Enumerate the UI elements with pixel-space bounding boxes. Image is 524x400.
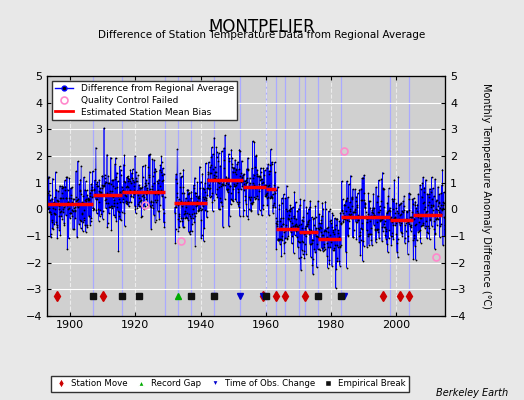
Text: Difference of Station Temperature Data from Regional Average: Difference of Station Temperature Data f… [99, 30, 425, 40]
Y-axis label: Monthly Temperature Anomaly Difference (°C): Monthly Temperature Anomaly Difference (… [481, 83, 490, 309]
Text: MONTPELIER: MONTPELIER [209, 18, 315, 36]
Legend: Difference from Regional Average, Quality Control Failed, Estimated Station Mean: Difference from Regional Average, Qualit… [52, 80, 237, 120]
Text: Berkeley Earth: Berkeley Earth [436, 388, 508, 398]
Legend: Station Move, Record Gap, Time of Obs. Change, Empirical Break: Station Move, Record Gap, Time of Obs. C… [51, 376, 409, 392]
